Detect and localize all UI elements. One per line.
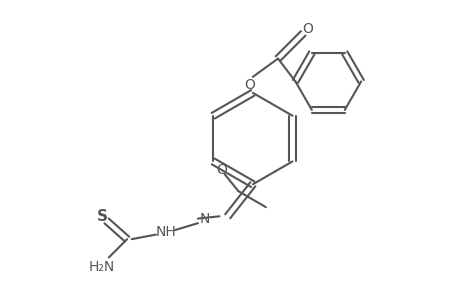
Text: S: S [96,209,107,224]
Text: O: O [243,78,254,92]
Text: O: O [216,163,226,177]
Text: NH: NH [155,225,176,239]
Text: H₂N: H₂N [89,260,115,274]
Text: N: N [199,212,210,226]
Text: O: O [302,22,313,36]
